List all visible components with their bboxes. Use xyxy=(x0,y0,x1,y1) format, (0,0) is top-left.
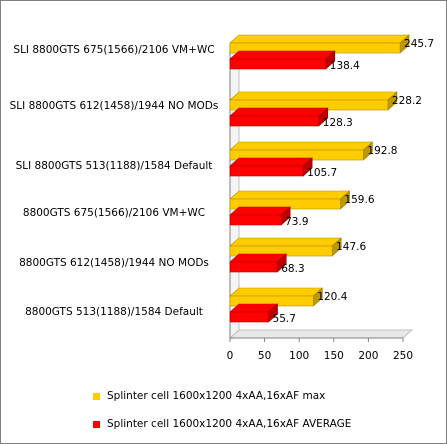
legend-item-average: Splinter cell 1600x1200 4xAA,16xAF AVERA… xyxy=(93,418,351,430)
legend-label-average: Splinter cell 1600x1200 4xAA,16xAF AVERA… xyxy=(107,418,352,430)
legend-swatch-max xyxy=(93,392,100,400)
x-tick-label-0: 0 xyxy=(227,350,234,362)
x-tick-label-1: 50 xyxy=(258,350,271,362)
bar-max-3-top xyxy=(229,190,351,200)
bar-max-2-top xyxy=(229,141,374,151)
category-label-2: SLI 8800GTS 513(1188)/1584 Default xyxy=(15,160,213,172)
bar-max-0-top xyxy=(229,34,410,44)
bar-average-3-top xyxy=(229,206,291,216)
data-label-average-3: 73.9 xyxy=(285,216,308,228)
bar-average-4-top xyxy=(229,253,288,263)
data-label-max-4: 147.6 xyxy=(336,241,366,253)
x-tick-label-5: 250 xyxy=(393,350,413,362)
data-label-average-2: 105.7 xyxy=(307,167,337,179)
category-label-5: 8800GTS 513(1188)/1584 Default xyxy=(25,306,203,318)
bar-max-5-top xyxy=(229,287,324,297)
bar-average-2 xyxy=(229,165,304,177)
bar-average-0 xyxy=(229,58,327,70)
data-label-max-1: 228.2 xyxy=(392,95,422,107)
data-label-max-3: 159.6 xyxy=(344,194,374,206)
floor-wall xyxy=(228,329,414,339)
bar-average-5 xyxy=(229,311,269,323)
legend-label-max: Splinter cell 1600x1200 4xAA,16xAF max xyxy=(107,390,326,402)
data-label-average-5: 55.7 xyxy=(273,313,296,325)
bar-average-1-top xyxy=(229,107,329,117)
category-label-0: SLI 8800GTS 675(1566)/2106 VM+WC xyxy=(13,44,215,56)
bar-average-3 xyxy=(229,214,282,226)
data-label-average-1: 128.3 xyxy=(323,117,353,129)
data-label-average-4: 68.3 xyxy=(281,263,304,275)
legend-swatch-average xyxy=(93,420,100,428)
data-label-max-2: 192.8 xyxy=(367,145,397,157)
bar-max-1-top xyxy=(229,91,398,101)
data-label-average-0: 138.4 xyxy=(330,60,360,72)
data-label-max-5: 120.4 xyxy=(317,291,347,303)
bar-average-0-top xyxy=(229,50,336,60)
category-label-4: 8800GTS 612(1458)/1944 NO MODs xyxy=(19,257,209,269)
legend-item-max: Splinter cell 1600x1200 4xAA,16xAF max xyxy=(93,390,325,402)
x-tick-label-3: 150 xyxy=(324,350,344,362)
bar-max-4-top xyxy=(229,237,342,247)
bar-average-2-top xyxy=(229,157,313,167)
category-label-3: 8800GTS 675(1566)/2106 VM+WC xyxy=(22,207,206,219)
data-label-max-0: 245.7 xyxy=(404,38,434,50)
category-label-1: SLI 8800GTS 612(1458)/1944 NO MODs xyxy=(9,100,219,112)
bar-average-4 xyxy=(229,261,278,273)
bar-average-1 xyxy=(229,115,320,127)
x-tick-label-2: 100 xyxy=(289,350,309,362)
x-tick-label-4: 200 xyxy=(358,350,378,362)
